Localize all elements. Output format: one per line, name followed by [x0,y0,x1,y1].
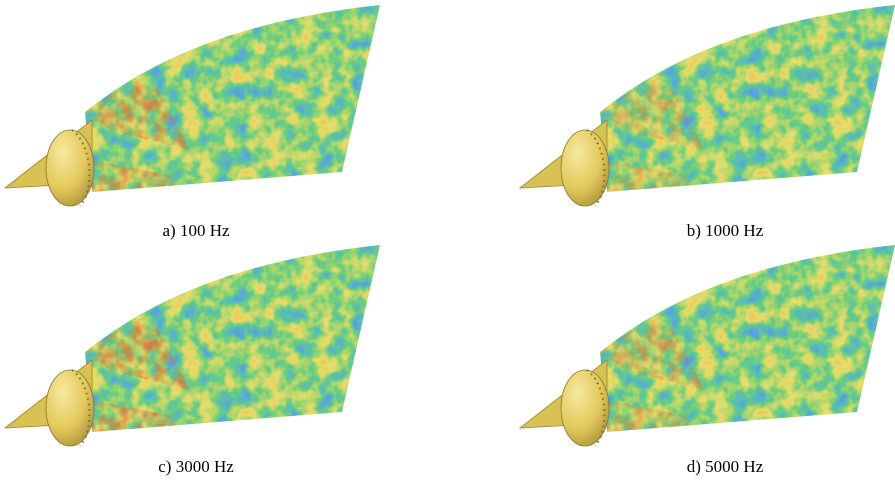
panel [5,0,390,206]
caption: b) 1000 Hz [687,221,764,240]
window [80,240,390,440]
panel [520,240,895,446]
mirror-bulb [561,130,609,206]
window [595,0,895,200]
mirror-bulb [46,370,94,446]
mirror-bulb [561,370,609,446]
window [595,240,895,440]
mirror-bulb [46,130,94,206]
panel [5,240,390,446]
caption: c) 3000 Hz [158,457,234,476]
caption: a) 100 Hz [162,221,229,240]
window [80,0,390,200]
figure: a) 100 Hz b) 1000 Hz c) 3000 Hz d) 5000 Hz [0,0,895,485]
caption: d) 5000 Hz [687,457,764,476]
panel [520,0,895,206]
